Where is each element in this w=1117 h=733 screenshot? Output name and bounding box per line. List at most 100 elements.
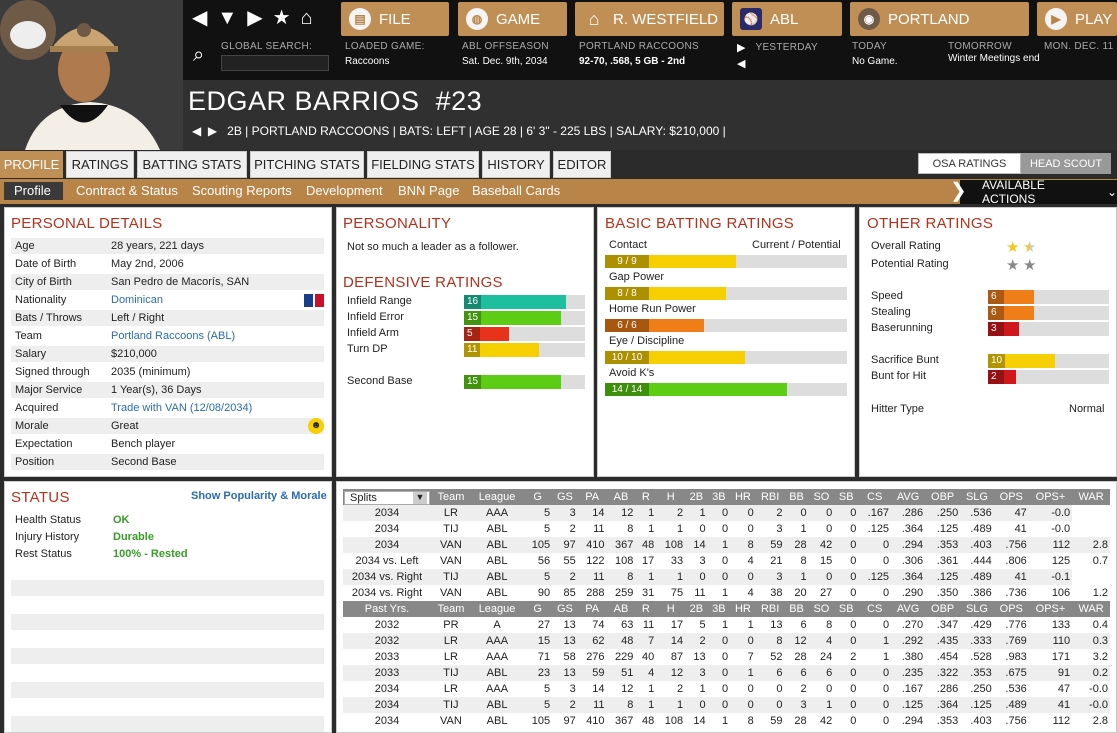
table-cell: 11 — [593, 523, 605, 535]
table-cell: 1 — [648, 523, 655, 535]
table-cell: 276 — [586, 651, 605, 663]
yesterday-arrow-icon[interactable]: ▶ — [737, 42, 746, 54]
batting-rating-label: Contact — [609, 239, 647, 251]
subtab-contract-status[interactable]: Contract & Status — [76, 183, 178, 198]
previous-day-arrow-icon[interactable]: ◀ — [737, 58, 746, 70]
personal-detail-key: Salary — [15, 348, 47, 360]
subtab-baseball-cards[interactable]: Baseball Cards — [472, 183, 561, 198]
back-arrow-icon[interactable]: ◀ — [192, 7, 208, 29]
next-player-arrow-icon[interactable]: ▶ — [207, 124, 218, 138]
personal-detail-key: Major Service — [15, 384, 83, 396]
show-popularity-morale-link[interactable]: Show Popularity & Morale — [191, 490, 327, 502]
team-button[interactable]: ◉ PORTLAND — [850, 2, 1029, 36]
table-cell: 0 — [826, 683, 833, 695]
table-cell: 367 — [615, 715, 634, 727]
table-cell: 47 — [993, 505, 1029, 521]
game-button[interactable]: ◍ GAME — [458, 2, 567, 36]
batting-rating-bar-fill — [605, 383, 787, 396]
star-icon[interactable]: ★ — [272, 7, 291, 29]
table-cell: 6 — [755, 665, 785, 681]
other-ratings-panel — [859, 207, 1117, 477]
table-cell: 0.7 — [1092, 555, 1108, 567]
head-scout-toggle[interactable]: HEAD SCOUT — [1021, 153, 1111, 174]
table-cell: .429 — [970, 619, 992, 631]
table-cell: LR — [431, 505, 471, 521]
dropdown-arrow-icon[interactable]: ▼ — [217, 7, 238, 29]
table-cell: 0 — [784, 505, 809, 521]
table-cell: 2034 vs. Right — [351, 587, 423, 599]
table-cell: 63 — [621, 619, 634, 631]
table-header-cell: Team — [431, 601, 471, 617]
personal-detail-value[interactable]: Trade with VAN (12/08/2034) — [111, 402, 253, 414]
splits-dropdown[interactable]: Splits ▼ — [344, 491, 430, 505]
rating-value: 15 — [464, 375, 482, 389]
table-cell: 0 — [882, 555, 890, 567]
table-cell: 2034 — [343, 697, 431, 713]
personal-detail-row: Major Service 1 Year(s), 36 Days — [11, 382, 324, 398]
table-cell: .250 — [925, 505, 961, 521]
table-header-cell: AB — [606, 601, 636, 617]
prev-player-arrow-icon[interactable]: ◀ — [192, 124, 202, 138]
table-cell: .736 — [1005, 587, 1027, 599]
personal-detail-value[interactable]: Portland Raccoons (ABL) — [111, 330, 236, 342]
table-header-cell: G — [523, 601, 553, 617]
table-cell: 1 — [656, 697, 686, 713]
personal-detail-value[interactable]: Dominican — [111, 294, 163, 306]
batting-rating-value: 10 / 10 — [605, 351, 649, 364]
table-cell: 59 — [770, 715, 783, 727]
table-cell: 27 — [537, 619, 551, 631]
table-cell: 0 — [721, 683, 729, 695]
subtab-bnn-page[interactable]: BNN Page — [398, 183, 460, 198]
forward-arrow-icon[interactable]: ▶ — [247, 7, 263, 29]
table-cell: 0 — [826, 523, 833, 535]
table-cell: 2 — [656, 505, 686, 521]
tab-ratings[interactable]: RATINGS — [66, 151, 134, 178]
loaded-game-value: Raccoons — [345, 56, 390, 67]
table-cell: .756 — [1005, 715, 1027, 727]
table-cell: 0 — [858, 665, 892, 681]
manager-button[interactable]: ⌂ R. WESTFIELD — [575, 2, 724, 36]
splits-table: Team League G GS PA AB R H 2B 3B HR RBI BB SO SB CS AVG O… — [343, 489, 1110, 729]
play-button[interactable]: ▶ PLAY — [1037, 2, 1117, 36]
search-icon[interactable]: ⌕ — [193, 44, 205, 66]
home-icon[interactable]: ⌂ — [300, 7, 313, 29]
file-button[interactable]: ▤ FILE — [341, 2, 449, 36]
batting-rating-bar-fill — [605, 287, 726, 300]
table-cell: 1 — [882, 651, 890, 663]
table-cell: 1 — [721, 619, 729, 631]
table-cell: .489 — [970, 523, 992, 535]
tab-batting-stats[interactable]: BATTING STATS — [137, 151, 247, 178]
current-date: Sat. Dec. 9th, 2034 — [462, 56, 548, 67]
table-header-cell: SO — [808, 601, 835, 617]
table-header-cell: OBP — [925, 489, 961, 505]
table-cell: 41 — [1028, 697, 1073, 713]
available-actions-button[interactable]: AVAILABLE ACTIONS ⌄ — [960, 178, 1117, 206]
table-cell: .347 — [936, 619, 959, 631]
table-cell: 0 — [882, 683, 890, 695]
table-cell: .806 — [1005, 555, 1027, 567]
tab-fielding-stats[interactable]: FIELDING STATS — [367, 151, 479, 178]
tab-editor[interactable]: EDITOR — [553, 151, 611, 178]
table-cell: 28 — [794, 715, 807, 727]
subtab-scouting-reports[interactable]: Scouting Reports — [192, 183, 292, 198]
rating-bar: 5 — [464, 327, 585, 341]
table-cell: 1 — [721, 587, 729, 599]
league-logo-icon: ⚾ — [740, 8, 762, 30]
rating-value: 5 — [464, 327, 480, 341]
tab-profile[interactable]: PROFILE — [0, 151, 63, 178]
tab-history[interactable]: HISTORY — [482, 151, 550, 178]
player-name-heading: EDGAR BARRIOS #23 — [188, 86, 482, 117]
global-search-input[interactable] — [221, 55, 329, 71]
table-cell: 7 — [747, 651, 754, 663]
table-cell: 3 — [699, 555, 706, 567]
subtab-profile[interactable]: Profile — [4, 182, 63, 200]
table-cell: .353 — [960, 665, 994, 681]
osa-ratings-toggle[interactable]: OSA RATINGS — [918, 153, 1021, 174]
table-cell: 7 — [635, 633, 657, 649]
table-cell: 0 — [850, 715, 857, 727]
tab-pitching-stats[interactable]: PITCHING STATS — [250, 151, 364, 178]
personal-detail-row: Team Portland Raccoons (ABL) — [11, 328, 324, 344]
table-cell: VAN — [440, 715, 462, 727]
subtab-development[interactable]: Development — [306, 183, 383, 198]
league-button[interactable]: ⚾ ABL — [732, 2, 842, 36]
